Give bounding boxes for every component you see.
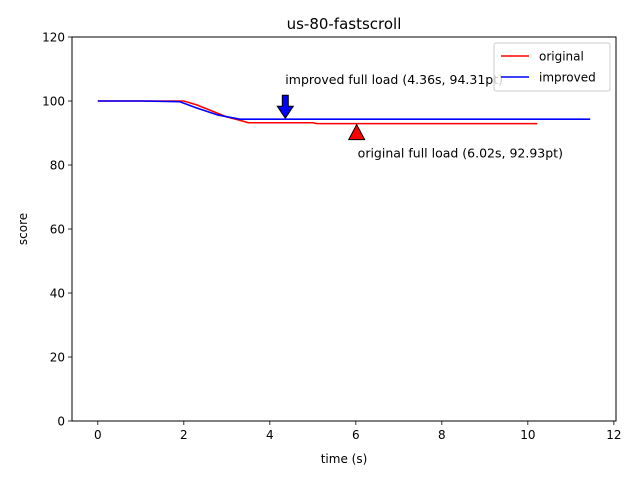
- x-tick-label: 12: [606, 428, 621, 442]
- x-tick-label: 2: [180, 428, 188, 442]
- y-tick-label: 120: [42, 31, 65, 45]
- series-layer: [97, 100, 591, 125]
- legend-label-original: original: [539, 50, 584, 64]
- chart-title: us-80-fastscroll: [287, 15, 402, 33]
- annotation-0-arrow: [276, 94, 295, 120]
- annotation-1-label: original full load (6.02s, 92.93pt): [358, 146, 563, 161]
- y-axis-label: score: [16, 213, 30, 245]
- x-tick-label: 10: [520, 428, 535, 442]
- legend: original improved: [493, 42, 611, 92]
- y-tick-label: 20: [50, 351, 65, 365]
- plot-area: improved full load (4.36s, 94.31pt)origi…: [71, 36, 617, 422]
- x-tick-label: 8: [438, 428, 446, 442]
- x-tick-label: 6: [352, 428, 360, 442]
- y-tick-label: 100: [42, 95, 65, 109]
- y-tick-label: 60: [50, 223, 65, 237]
- x-tick-label: 4: [266, 428, 274, 442]
- y-tick-label: 0: [57, 415, 65, 429]
- annotation-layer: improved full load (4.36s, 94.31pt) origi…: [276, 72, 563, 161]
- annotation-0-label: improved full load (4.36s, 94.31pt): [285, 72, 503, 87]
- legend-label-improved: improved: [539, 71, 596, 85]
- x-axis-label: time (s): [321, 452, 368, 466]
- series-line-original: [97, 100, 538, 125]
- y-tick-label: 40: [50, 287, 65, 301]
- series-line-improved: [97, 100, 591, 121]
- plot-frame: [71, 36, 617, 422]
- x-axis: 0 2 4 6 8 10 12: [94, 421, 621, 442]
- y-tick-label: 80: [50, 159, 65, 173]
- y-axis: 0 20 40 60 80 100 120: [42, 31, 72, 429]
- x-tick-label: 0: [94, 428, 102, 442]
- annotation-1-arrow: [347, 123, 366, 141]
- legend-frame: [493, 42, 611, 92]
